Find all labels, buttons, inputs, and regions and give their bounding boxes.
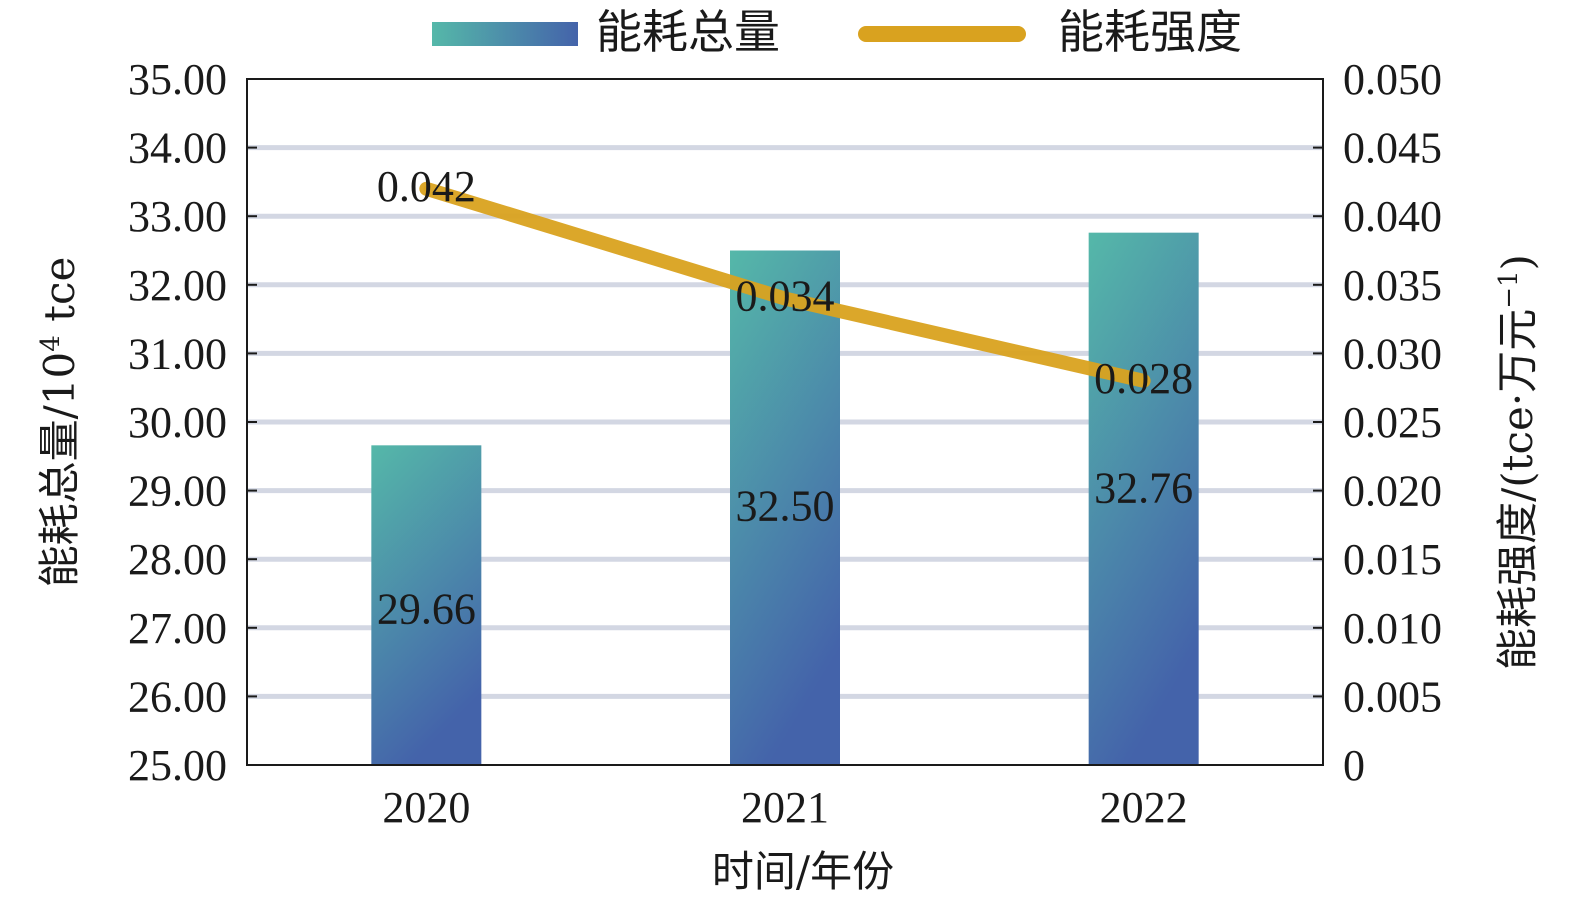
right-y-axis-title-close: ) [1493,254,1542,270]
legend-bar-swatch [432,22,578,46]
right-tick-label: 0.005 [1343,672,1442,721]
data-labels: 29.66 32.50 32.76 0.042 0.034 0.028 [377,162,1193,634]
intensity-point-2022 [1140,377,1147,384]
left-tick-label: 25.00 [128,741,227,790]
right-tick-label: 0.030 [1343,329,1442,378]
x-tick-label: 2021 [741,783,829,832]
left-y-axis-title-sup: 4 [36,335,66,352]
intensity-point-2021 [782,295,788,302]
left-tick-label: 28.00 [128,535,227,584]
right-y-axis-title-sup: −1 [1494,270,1524,308]
right-tick-label: 0.035 [1343,261,1442,310]
line-value-label-2021: 0.034 [736,272,835,321]
left-tick-label: 32.00 [128,261,227,310]
left-tick-label: 27.00 [128,604,227,653]
bar-series [371,232,1199,765]
bar-2020 [371,445,482,765]
left-tick-label: 31.00 [128,329,227,378]
right-tick-label: 0.025 [1343,398,1442,447]
x-tick-label: 2020 [382,783,470,832]
legend-line-label: 能耗强度 [1058,5,1242,59]
right-tick-label: 0.040 [1343,192,1442,241]
x-tick-label: 2022 [1100,783,1188,832]
left-tick-label: 33.00 [128,192,227,241]
intensity-point-2020 [423,185,430,192]
left-y-axis-title-unit: tce [35,257,84,336]
line-value-label-2020: 0.042 [377,162,476,211]
bar-value-label-2021: 32.50 [736,482,835,531]
legend-bar-label: 能耗总量 [596,5,780,59]
right-tick-label: 0.050 [1343,55,1442,104]
right-tick-label: 0.045 [1343,124,1442,173]
right-tick-label: 0.010 [1343,604,1442,653]
left-y-axis-title: 能耗总量/104 tce [35,257,84,588]
bar-2021 [730,250,840,765]
right-tick-label: 0.015 [1343,535,1442,584]
left-tick-label: 30.00 [128,398,227,447]
bar-value-label-2022: 32.76 [1094,464,1193,513]
legend: 能耗总量 能耗强度 [432,5,1242,59]
right-y-axis-title-main: 能耗强度/(tce·万元 [1493,309,1542,670]
right-tick-label: 0.020 [1343,467,1442,516]
bar-2022 [1088,232,1199,765]
left-y-axis-title-main: 能耗总量/10 [35,352,84,588]
left-tick-label: 26.00 [128,672,227,721]
left-y-axis-ticks: 25.00 26.00 27.00 28.00 29.00 30.00 31.00 32.00… [128,55,257,790]
line-value-label-2022: 0.028 [1094,354,1193,403]
bar-value-label-2020: 29.66 [377,584,476,633]
right-tick-label: 0 [1343,741,1365,790]
right-y-axis-title: 能耗强度/(tce·万元−1) [1493,254,1542,670]
left-tick-label: 34.00 [128,124,227,173]
right-y-axis-ticks: 0 0.005 0.010 0.015 0.020 0.025 0.030 0.035 0.04… [1313,55,1442,790]
x-axis-title: 时间/年份 [712,847,894,896]
left-tick-label: 35.00 [128,55,227,104]
left-tick-label: 29.00 [128,467,227,516]
x-axis-ticks: 2020 2021 2022 [382,783,1187,832]
line-series [419,181,1151,388]
